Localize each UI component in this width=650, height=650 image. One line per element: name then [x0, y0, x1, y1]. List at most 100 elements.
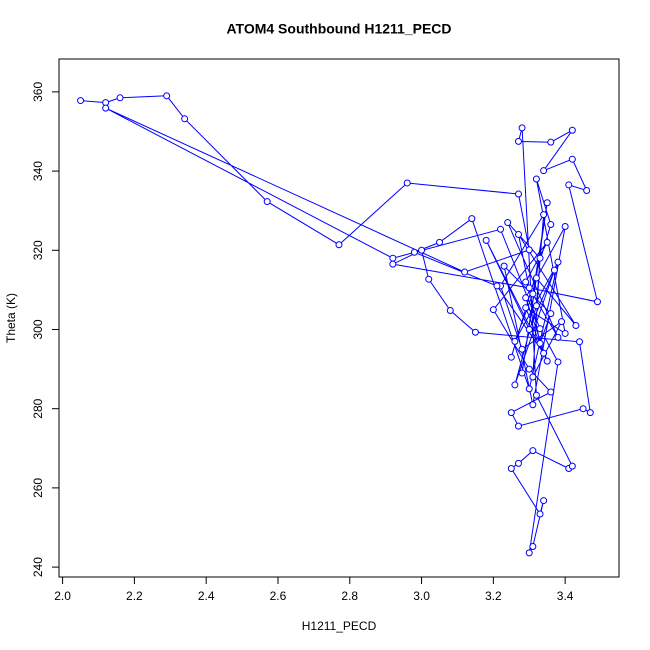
- data-point: [507, 409, 515, 417]
- data-point: [593, 298, 601, 306]
- data-point: [522, 304, 530, 312]
- data-point: [558, 318, 566, 326]
- data-point: [529, 290, 537, 298]
- x-tick-label: 3.4: [557, 589, 574, 603]
- data-point: [540, 211, 548, 219]
- data-point: [514, 230, 522, 238]
- y-tick-label: 340: [31, 161, 45, 181]
- data-point: [529, 447, 537, 455]
- data-point: [102, 104, 110, 112]
- data-point: [543, 357, 551, 365]
- data-point: [507, 464, 515, 472]
- data-point: [522, 278, 530, 286]
- data-point: [514, 459, 522, 467]
- data-point: [514, 190, 522, 198]
- data-point: [116, 94, 124, 102]
- x-tick-label: 3.0: [413, 589, 430, 603]
- data-point: [504, 219, 512, 227]
- data-point: [418, 246, 426, 254]
- data-point: [529, 543, 537, 551]
- data-point: [525, 325, 533, 333]
- data-point: [540, 349, 548, 357]
- data-point: [389, 260, 397, 268]
- data-point: [532, 302, 540, 310]
- data-point: [543, 238, 551, 246]
- data-point: [468, 215, 476, 223]
- data-point: [536, 325, 544, 333]
- data-point: [77, 97, 85, 105]
- data-point: [525, 365, 533, 373]
- data-point: [514, 422, 522, 430]
- data-point: [525, 385, 533, 393]
- data-point: [547, 221, 555, 229]
- data-point: [511, 337, 519, 345]
- data-point: [425, 275, 433, 283]
- data-point: [568, 155, 576, 163]
- data-point: [263, 198, 271, 206]
- data-point: [525, 549, 533, 557]
- data-point: [572, 322, 580, 330]
- y-tick-label: 300: [31, 319, 45, 339]
- data-point: [561, 329, 569, 337]
- chart-title: ATOM4 Southbound H1211_PECD: [226, 21, 451, 37]
- data-point: [507, 353, 515, 361]
- data-point: [547, 310, 555, 318]
- data-point: [525, 284, 533, 292]
- data-point: [518, 345, 526, 353]
- data-point: [525, 246, 533, 254]
- data-point: [554, 358, 562, 366]
- data-point: [547, 388, 555, 396]
- x-tick-label: 2.8: [341, 589, 358, 603]
- data-point: [518, 124, 526, 132]
- data-point: [576, 338, 584, 346]
- data-point: [335, 241, 343, 249]
- data-point: [518, 369, 526, 377]
- data-point: [540, 167, 548, 175]
- data-point: [543, 199, 551, 207]
- data-point: [536, 254, 544, 262]
- data-point: [389, 254, 397, 262]
- data-point: [532, 391, 540, 399]
- y-axis-label: Theta (K): [4, 293, 18, 343]
- y-tick-label: 260: [31, 478, 45, 498]
- data-point: [436, 238, 444, 246]
- data-point: [529, 401, 537, 409]
- data-point: [522, 294, 530, 302]
- x-tick-label: 2.0: [54, 589, 71, 603]
- data-point: [497, 225, 505, 233]
- data-point: [482, 236, 490, 244]
- data-point: [410, 248, 418, 256]
- data-point: [489, 306, 497, 314]
- x-tick-label: 2.2: [126, 589, 143, 603]
- data-point: [579, 405, 587, 413]
- data-point: [536, 510, 544, 518]
- plot-frame: [58, 58, 620, 578]
- data-point: [471, 328, 479, 336]
- data-point: [550, 266, 558, 274]
- data-point: [547, 138, 555, 146]
- y-tick-label: 280: [31, 398, 45, 418]
- data-point: [561, 223, 569, 231]
- data-line: [80, 95, 599, 554]
- data-point: [181, 115, 189, 123]
- data-point: [568, 126, 576, 134]
- data-point: [500, 262, 508, 270]
- data-point: [514, 137, 522, 145]
- data-point: [565, 181, 573, 189]
- y-tick-label: 320: [31, 240, 45, 260]
- data-point: [540, 497, 548, 505]
- data-point: [163, 92, 171, 100]
- data-point: [536, 339, 544, 347]
- x-tick-label: 2.4: [198, 589, 215, 603]
- data-point: [446, 306, 454, 314]
- x-tick-label: 2.6: [270, 589, 287, 603]
- data-point: [493, 282, 501, 290]
- data-point: [532, 274, 540, 282]
- data-point: [554, 333, 562, 341]
- data-point: [583, 186, 591, 194]
- data-point: [554, 258, 562, 266]
- data-point: [532, 175, 540, 183]
- data-point: [568, 462, 576, 470]
- data-point: [403, 179, 411, 187]
